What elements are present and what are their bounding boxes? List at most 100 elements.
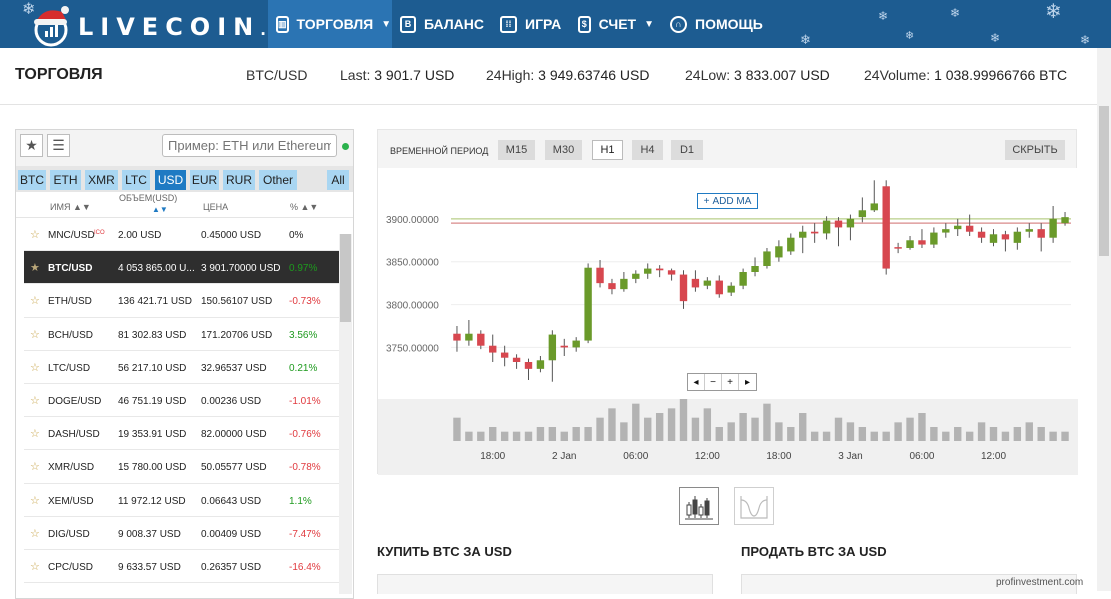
period-m15-button[interactable]: M15 [498, 140, 535, 160]
candle-body [1001, 234, 1010, 240]
volume-bar [834, 417, 843, 441]
x-tick-label: 18:00 [480, 451, 505, 462]
sort-arrow-icon[interactable]: ▲▼ [152, 205, 168, 214]
favorite-star-icon[interactable]: ☆ [30, 229, 40, 241]
nav-item-trading[interactable]: ▥ ТОРГОВЛЯ ▼ [268, 0, 392, 48]
favorite-star-icon[interactable]: ☆ [30, 461, 40, 474]
market-row[interactable]: ☆ MNC/USD ICO 2.00 USD 0.45000 USD 0% [24, 218, 339, 252]
x-tick-label: 3 Jan [838, 451, 862, 462]
market-row[interactable]: ☆ XMR/USD 15 780.00 USD 50.05577 USD -0.78% [24, 450, 339, 484]
snowflake-icon: ❄ [800, 32, 811, 47]
favorite-star-icon[interactable]: ☆ [30, 428, 40, 441]
nav-item-game[interactable]: ⁞⁞ ИГРА [492, 0, 570, 48]
favorite-star-icon[interactable]: ☆ [30, 560, 40, 573]
tab-ltc[interactable]: LTC [122, 170, 150, 190]
nav-item-balance[interactable]: B БАЛАНС [392, 0, 492, 48]
scrollbar-thumb[interactable] [1099, 106, 1109, 256]
candle-body [632, 273, 640, 279]
favorite-star-icon[interactable]: ☆ [30, 494, 40, 507]
market-row[interactable]: ☆ ETH/USD 136 421.71 USD 150.56107 USD -0.73… [24, 284, 339, 318]
pair-price: 50.05577 USD [201, 462, 267, 474]
favorite-star-icon[interactable]: ☆ [30, 394, 40, 407]
ticker-bar: ТОРГОВЛЯ BTC/USD Last: 3 901.7 USD 24Hig… [0, 48, 1111, 105]
scroll-left-button[interactable]: ◂ [688, 374, 705, 390]
scroll-right-button[interactable]: ▸ [744, 376, 751, 388]
market-search-input[interactable] [162, 134, 337, 157]
market-scrollbar[interactable] [339, 234, 352, 594]
low-label: 24Low: [685, 67, 731, 83]
favorites-button[interactable]: ★ [20, 134, 43, 157]
favorite-star-icon[interactable]: ☆ [30, 527, 40, 540]
volume-bar [965, 431, 974, 441]
scrollbar-thumb[interactable] [340, 234, 351, 322]
candle-body [965, 225, 974, 232]
pair-change: 0.97% [289, 263, 318, 275]
volume-bar [1001, 431, 1010, 441]
tab-other[interactable]: Other [259, 170, 297, 190]
favorite-star-icon[interactable]: ☆ [30, 361, 40, 374]
volume-bar [608, 408, 616, 441]
zoom-out-button[interactable]: − [705, 374, 722, 390]
favorite-star-icon[interactable]: ★ [30, 262, 40, 275]
santa-hat-icon [34, 6, 69, 47]
x-tick-label: 2 Jan [552, 451, 576, 462]
online-status-dot [342, 143, 349, 150]
period-d1-button[interactable]: D1 [671, 140, 703, 160]
market-row[interactable]: ★ BTC/USD 4 053 865.00 U... 3 901.70000 USD… [24, 251, 339, 285]
pair-change: -0.73% [289, 296, 321, 308]
candles-view-icon [685, 496, 713, 520]
hide-chart-button[interactable]: СКРЫТЬ [1005, 140, 1065, 160]
market-row[interactable]: ☆ DOGE/USD 46 751.19 USD 0.00236 USD -1.01% [24, 384, 339, 418]
candle-body [763, 251, 771, 266]
page-scrollbar[interactable] [1097, 48, 1111, 591]
last-price: Last: 3 901.7 USD [340, 67, 454, 83]
volume-bar [989, 427, 998, 441]
zoom-in-button[interactable]: + [722, 374, 739, 390]
col-name[interactable]: ИМЯ ▲▼ [50, 202, 91, 212]
col-volume[interactable]: ОБЪЕМ(USD) [119, 193, 178, 203]
market-row[interactable]: ☆ CPC/USD 9 633.57 USD 0.26357 USD -16.4% [24, 550, 339, 584]
tab-all[interactable]: All [327, 170, 349, 190]
candlestick-chart[interactable]: 3900.00000 3850.00000 3800.00000 3750.00000… [378, 168, 1078, 475]
list-view-button[interactable]: ☰ [47, 134, 70, 157]
x-tick-label: 18:00 [766, 451, 791, 462]
period-label: ВРЕМЕННОЙ ПЕРИОД [390, 146, 489, 156]
volume-bar [691, 417, 700, 441]
add-ma-button[interactable]: + ADD MA [697, 193, 758, 209]
low-value: 3 833.007 USD [734, 67, 830, 83]
tab-eur[interactable]: EUR [190, 170, 219, 190]
pair-name: LTC/USD [48, 362, 91, 374]
candle-body [560, 345, 568, 348]
volume-bar [620, 422, 628, 441]
volume-bar [667, 408, 676, 441]
tab-xmr[interactable]: XMR [85, 170, 118, 190]
col-change[interactable]: % ▲▼ [290, 202, 319, 212]
tab-eth[interactable]: ETH [50, 170, 81, 190]
y-tick-label: 3750.00000 [386, 343, 439, 354]
depth-view-button[interactable] [734, 487, 774, 525]
nav-item-help[interactable]: ∩ ПОМОЩЬ [662, 0, 772, 48]
market-row[interactable]: ☆ BCH/USD 81 302.83 USD 171.20706 USD 3.56% [24, 318, 339, 351]
snowflake-icon: ❄ [22, 1, 36, 18]
market-row[interactable]: ☆ DASH/USD 19 353.91 USD 82.00000 USD -0.76% [24, 417, 339, 451]
tab-usd[interactable]: USD [155, 170, 186, 190]
nav-item-account[interactable]: $ СЧЕТ ▼ [570, 0, 662, 48]
volume-bar [977, 422, 986, 441]
favorite-star-icon[interactable]: ☆ [30, 328, 40, 341]
period-m30-button[interactable]: M30 [545, 140, 582, 160]
candle-body [691, 278, 700, 288]
candles-view-button[interactable] [679, 487, 719, 525]
pair-label: BTC/USD [246, 67, 308, 83]
period-h4-button[interactable]: H4 [632, 140, 663, 160]
market-row[interactable]: ☆ XEM/USD 11 972.12 USD 0.06643 USD 1.1% [24, 484, 339, 517]
last-label: Last: [340, 67, 371, 83]
period-h1-button[interactable]: H1 [592, 140, 623, 160]
tab-rur[interactable]: RUR [223, 170, 255, 190]
tab-btc[interactable]: BTC [18, 170, 46, 190]
market-row[interactable]: ☆ DIG/USD 9 008.37 USD 0.00409 USD -7.47% [24, 517, 339, 550]
candle-body [620, 278, 628, 290]
grid-icon: ⁞⁞ [500, 15, 517, 33]
livecoin-logo[interactable]: LIVECOIN.NET [28, 4, 302, 47]
favorite-star-icon[interactable]: ☆ [30, 295, 40, 308]
market-row[interactable]: ☆ LTC/USD 56 217.10 USD 32.96537 USD 0.21% [24, 351, 339, 384]
